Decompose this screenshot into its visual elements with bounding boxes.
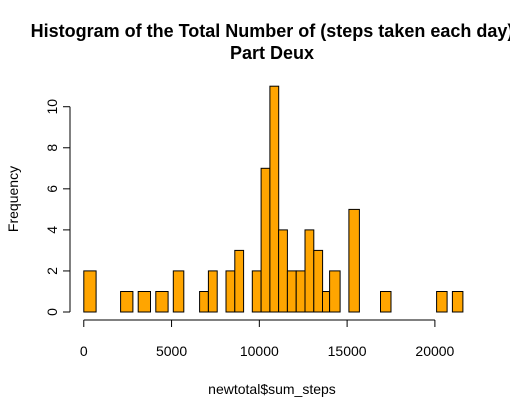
y-tick-label: 10 bbox=[44, 99, 60, 115]
histogram-bar-18 bbox=[269, 85, 280, 313]
x-axis: 0 5000 10000 15000 20000 bbox=[80, 319, 455, 359]
chart-title-line-2: Part Deux bbox=[230, 43, 314, 63]
y-tick-label: 2 bbox=[44, 267, 60, 275]
histogram-bar-33 bbox=[451, 291, 464, 313]
y-tick-label: 0 bbox=[44, 308, 60, 316]
y-tick-label: 8 bbox=[44, 144, 60, 152]
histogram-bar-0 bbox=[83, 270, 97, 313]
histogram-bar-13 bbox=[225, 270, 236, 313]
histogram-bar-14 bbox=[234, 249, 245, 313]
y-tick-label: 4 bbox=[44, 226, 60, 234]
histogram-bar-21 bbox=[295, 270, 306, 313]
histogram-bar-17 bbox=[260, 167, 271, 313]
histogram-bar-20 bbox=[286, 270, 297, 313]
x-axis-label: newtotal$sum_steps bbox=[208, 381, 336, 397]
x-tick-label: 15000 bbox=[328, 343, 367, 359]
histogram-bar-22 bbox=[304, 229, 315, 313]
histogram-bar-19 bbox=[278, 229, 288, 313]
histogram-bar-8 bbox=[172, 270, 185, 313]
histogram-bar-16 bbox=[251, 270, 262, 313]
histogram-bar-6 bbox=[155, 291, 169, 313]
histogram-bar-25 bbox=[329, 270, 341, 313]
y-tick-label: 6 bbox=[44, 185, 60, 193]
histogram-bar-10 bbox=[199, 291, 209, 313]
histogram-bar-23 bbox=[313, 249, 324, 313]
y-axis-label: Frequency bbox=[5, 166, 21, 232]
histogram-bar-31 bbox=[436, 291, 448, 313]
x-tick-label: 0 bbox=[80, 343, 88, 359]
chart-title-line-1: Histogram of the Total Number of (steps … bbox=[31, 21, 510, 41]
y-axis: 0 2 4 6 8 10 bbox=[44, 99, 71, 316]
histogram-bar-2 bbox=[120, 291, 134, 313]
histogram-bar-4 bbox=[137, 291, 151, 313]
x-tick-label: 20000 bbox=[415, 343, 454, 359]
histogram-bar-27 bbox=[348, 208, 360, 313]
x-tick-label: 5000 bbox=[156, 343, 187, 359]
histogram-bars bbox=[83, 85, 464, 313]
histogram-bar-11 bbox=[207, 270, 218, 313]
histogram-bar-24 bbox=[322, 291, 330, 313]
x-tick-label: 10000 bbox=[240, 343, 279, 359]
histogram-bar-29 bbox=[380, 291, 392, 313]
